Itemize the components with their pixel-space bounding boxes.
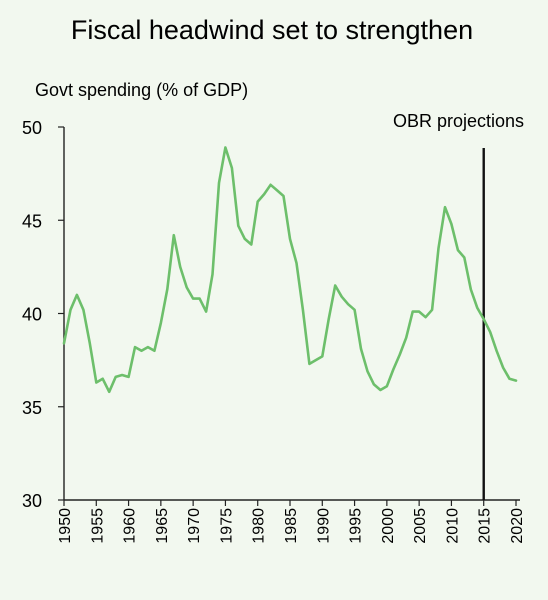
x-tick-label: 1995 [348, 508, 365, 544]
y-tick-label: 50 [22, 118, 42, 138]
y-tick-label: 40 [22, 305, 42, 325]
y-axis: 30 35 40 45 50 [22, 118, 65, 511]
x-tick-label: 2010 [444, 508, 461, 544]
x-tick-label: 2000 [380, 508, 397, 544]
projection-annotation: OBR projections [393, 111, 524, 131]
x-axis: 1950 1955 1960 1965 1970 1975 1980 1985 1990 1995… [57, 499, 526, 544]
x-tick-label: 2015 [477, 508, 494, 544]
chart-title: Fiscal headwind set to strengthen [71, 15, 473, 45]
series-line-0 [62, 146, 518, 394]
y-tick-label: 30 [22, 491, 42, 511]
x-tick-label: 1965 [154, 508, 171, 544]
y-tick-label: 35 [22, 398, 42, 418]
y-tick-label: 45 [22, 211, 42, 231]
x-tick-label: 1980 [251, 508, 268, 544]
y-axis-label: Govt spending (% of GDP) [35, 80, 248, 100]
x-tick-label: 1985 [283, 508, 300, 544]
x-tick-label: 1990 [315, 508, 332, 544]
x-tick-label: 1970 [186, 508, 203, 544]
x-tick-label: 2005 [412, 508, 429, 544]
plot-area [62, 146, 518, 500]
x-tick-label: 1960 [122, 508, 139, 544]
x-tick-label: 1950 [57, 508, 74, 544]
x-tick-label: 1975 [218, 508, 235, 544]
x-tick-label: 2020 [509, 508, 526, 544]
x-tick-label: 1955 [89, 508, 106, 544]
